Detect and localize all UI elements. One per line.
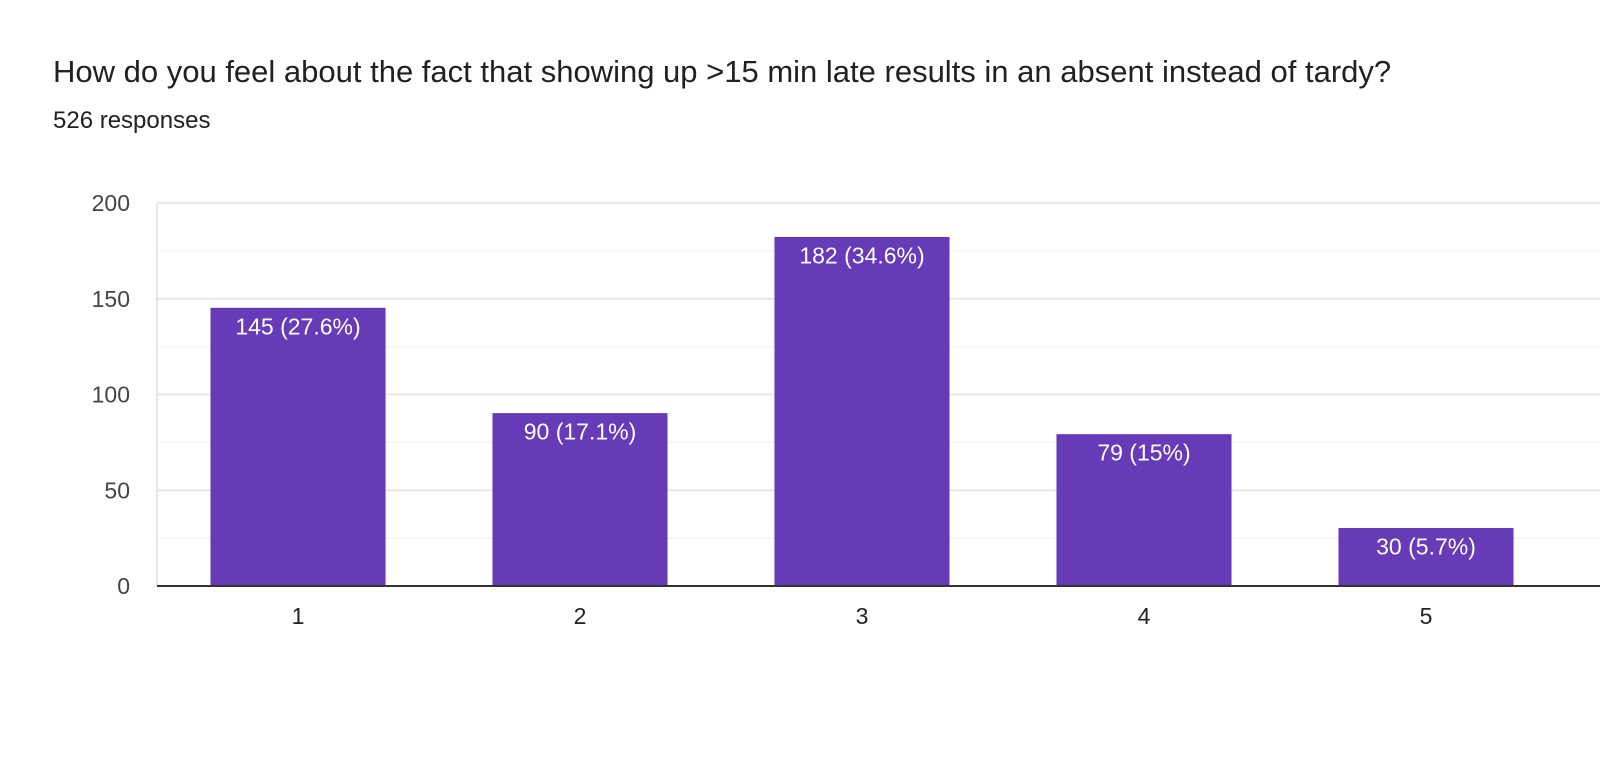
data-label-5: 30 (5.7%) [1376, 534, 1476, 560]
data-label-4: 79 (15%) [1097, 440, 1190, 466]
question-title: How do you feel about the fact that show… [53, 54, 1392, 89]
bar-2 [492, 413, 668, 587]
x-tick-label-5: 5 [1420, 603, 1433, 629]
x-tick-label-3: 3 [856, 603, 869, 629]
y-tick-label: 0 [117, 573, 130, 599]
data-label-2: 90 (17.1%) [524, 419, 637, 445]
data-label-1: 145 (27.6%) [235, 313, 360, 339]
y-tick-label: 200 [92, 190, 130, 216]
response-count: 526 responses [53, 107, 211, 134]
x-tick-label-4: 4 [1138, 603, 1151, 629]
y-tick-label: 50 [104, 477, 130, 503]
data-label-3: 182 (34.6%) [799, 242, 924, 268]
y-tick-label: 150 [92, 286, 130, 312]
bar-5 [1338, 528, 1514, 587]
bar-1 [210, 307, 386, 587]
y-tick-label: 100 [92, 382, 130, 408]
bars-layer [210, 236, 1514, 587]
bar-3 [774, 236, 950, 587]
axis-layer: 0 50 100 150 200 1 2 3 4 5 [92, 190, 1600, 629]
labels-layer: 145 (27.6%) 90 (17.1%) 182 (34.6%) 79 (15%)… [235, 242, 1476, 559]
x-tick-label-1: 1 [292, 603, 305, 629]
bar-4 [1056, 434, 1232, 587]
x-tick-label-2: 2 [574, 603, 587, 629]
